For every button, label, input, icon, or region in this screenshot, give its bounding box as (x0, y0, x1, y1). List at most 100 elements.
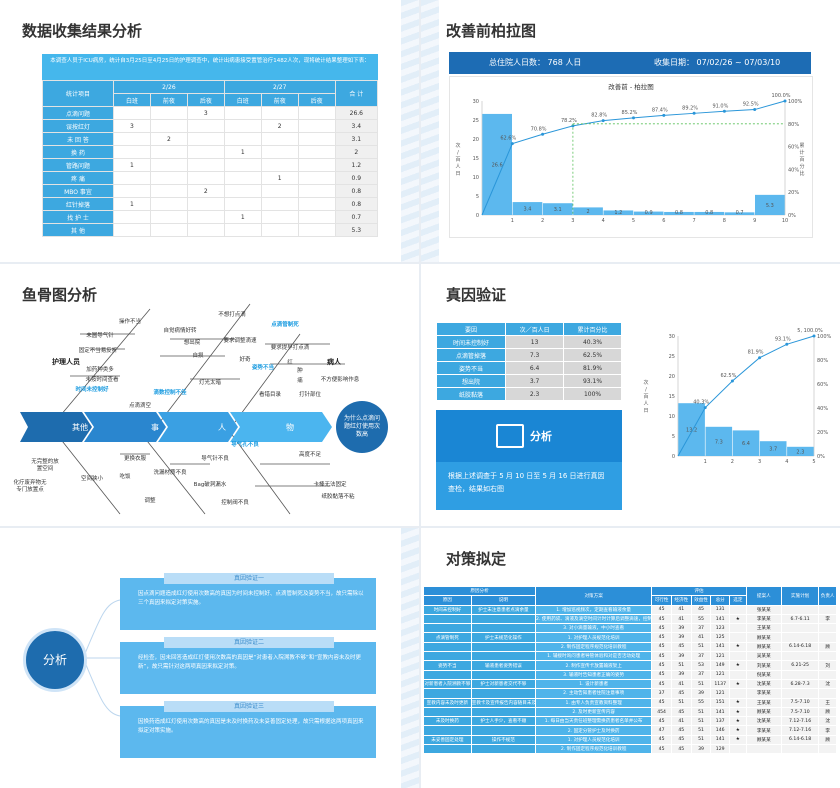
table-cell: 纸胶黏落 (435, 387, 507, 401)
cell: 1 (223, 210, 262, 224)
y-tick-label-right: 20% (817, 430, 828, 436)
table-row: 3. 输液时告知患者正确的姿势 45 39 37 121 倪某某 (423, 669, 837, 680)
cell (223, 184, 262, 198)
table-row: MBO 事宜 2 0.8 (42, 184, 379, 198)
bar-value-label: 3.1 (554, 207, 562, 213)
cause-label: 化疗废弃物无专门放置点 (13, 478, 47, 493)
bar-value-label: 2 (586, 209, 589, 215)
table-row: 姿势不当 6.4 81.9% (435, 361, 622, 375)
table-caption: 本调查人员于ICU病房，统计自3月25日至4月25日的护理调查中，统计出病患接受… (42, 54, 378, 80)
table-row: 疼 痛 1 0.9 (42, 171, 379, 185)
y-tick-label-right: 60% (817, 382, 828, 388)
table-row: 2. 固定分管护士及时换药 47 45 51 146 ★ 李某某 7.12-7.16 李 (423, 725, 837, 736)
table-cell: 45 (651, 632, 672, 643)
table-cell (423, 744, 472, 755)
table-cell: 51 (690, 641, 712, 653)
y-tick-label-left: 10 (473, 175, 479, 181)
x-tick-label: 5 (632, 218, 635, 224)
card-text: 因点滴问题造成红灯使用次数高的真因为时间未控制好、点滴管制死及姿势不当，故只需除… (138, 591, 364, 606)
cause-label: 更换衣服 (124, 454, 147, 462)
fishbone-spine (20, 412, 332, 442)
y-axis-label-char: 累 (799, 143, 804, 149)
table-cell: 顾某某 (745, 706, 782, 718)
slide-pareto-before: 改善前柏拉图 总住院人日数： 768 人日 收集日期： 07/02/26 ~ 0… (421, 0, 840, 262)
cumulative-label: 92.5% (743, 102, 759, 108)
y-axis-label-char: 人 (643, 401, 648, 407)
table-cell: 131 (710, 604, 731, 615)
table-cell: 点滴管制死 (423, 632, 472, 643)
cumulative-label: 89.2% (682, 105, 698, 111)
cell (260, 132, 299, 146)
table-cell (818, 744, 837, 755)
cell (260, 145, 299, 159)
table-cell (423, 651, 472, 662)
table-cell: 时间未控制好 (435, 335, 507, 349)
bar-value-label: 7.3 (715, 439, 723, 445)
cumulative-point (730, 379, 734, 383)
row-total: 2 (334, 145, 379, 159)
cause-label: 加药种类多 (86, 365, 114, 373)
x-tick-label: 10 (782, 218, 788, 224)
cause-label: 不想打点滴 (218, 310, 246, 318)
table-cell (780, 604, 820, 615)
y-tick-label-left: 10 (669, 414, 675, 420)
y-tick-label-left: 30 (473, 99, 479, 105)
table-cell: 141 (710, 734, 731, 746)
card-title: 真因验证三 (164, 701, 334, 712)
table-cell: 125 (710, 632, 731, 643)
cause-label: 自觉病情好转 (163, 326, 197, 334)
slide-title: 真因验证 (446, 286, 507, 304)
cell (186, 210, 225, 224)
table-cell: 3. 对小滴量输液，中小时查看 (535, 623, 653, 634)
cumulative-label: 70.8% (531, 126, 547, 132)
selected-star (729, 744, 747, 755)
row-total: 26.6 (334, 106, 379, 120)
selected-star (729, 669, 747, 680)
table-cell (423, 669, 472, 680)
y-tick-label-right: 100% (817, 334, 832, 340)
fishbone-head (336, 401, 388, 453)
y-tick-label-left: 0 (672, 454, 675, 460)
cause-label-line: 专门放置点 (16, 485, 44, 493)
cumulative-label: 62.5% (720, 373, 736, 379)
cause-label: 高度不足 (299, 450, 322, 458)
table-row: 红针掉落 1 0.8 (42, 197, 379, 211)
slide-title: 对策拟定 (446, 550, 507, 568)
table-header: 说明 (470, 595, 537, 606)
connector-lines (83, 599, 121, 717)
y-tick-label-left: 5 (672, 434, 675, 440)
table-cell (818, 688, 837, 699)
table-cell: 93.1% (563, 374, 622, 388)
cell: 2 (260, 119, 299, 133)
cell (260, 223, 299, 237)
cell (113, 171, 151, 185)
y-axis-label-char: 百 (643, 394, 648, 400)
analysis-header: 分析 (436, 410, 622, 462)
slide-title: 鱼骨图分析 (22, 286, 98, 304)
table-cell: 55 (690, 697, 712, 708)
table-cell: 45 (651, 660, 672, 671)
y-tick-label-left: 25 (669, 354, 675, 360)
table-cell: 2. 固定分管护士及时换药 (535, 725, 653, 736)
table-cell: 121 (710, 688, 731, 699)
table-header: 效益性 (690, 595, 712, 606)
table-row: 2. 制作固定程序规范化培训教程 45 45 39 129 (423, 744, 837, 755)
selected-star: ★ (729, 678, 747, 690)
table-cell: 37 (690, 669, 712, 680)
table-cell (423, 725, 472, 736)
table-cell: 121 (710, 669, 731, 680)
table-cell: 41 (670, 716, 692, 727)
table-row: 2. 主动告知患者住院注意事项 37 45 39 121 李某某 (423, 688, 837, 699)
selected-star: ★ (729, 706, 747, 718)
table-cell: 146 (710, 725, 731, 736)
row-label: 其 他 (42, 223, 114, 237)
cumulative-label: 5, 100.0% (797, 328, 823, 334)
x-tick-label: 5 (812, 459, 815, 465)
table-cell: 39 (670, 632, 692, 643)
row-label: MBO 事宜 (42, 184, 114, 198)
cell (186, 223, 225, 237)
collection-period-label: 收集日期： 07/02/26 ~ 07/03/10 (654, 58, 781, 67)
cumulative-point (785, 342, 789, 346)
table-cell: 45 (651, 623, 672, 634)
pareto-chart: 改善前 - 柏拉图0510152025300%20%40%60%80%100%2… (455, 82, 804, 224)
